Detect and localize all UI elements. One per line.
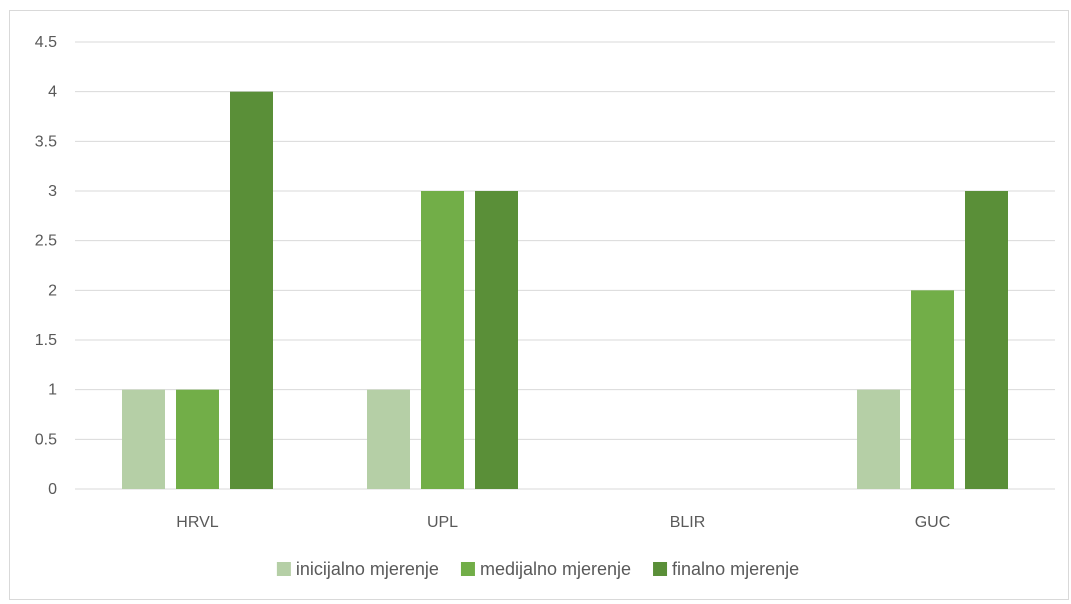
bar-upl-series-2 bbox=[421, 191, 464, 489]
y-tick-label: 3.5 bbox=[35, 133, 57, 150]
y-tick-label: 1.5 bbox=[35, 332, 57, 349]
x-tick-label: BLIR bbox=[670, 514, 706, 531]
y-tick-label: 2 bbox=[48, 282, 57, 299]
gridlines bbox=[75, 41, 1055, 490]
y-tick-label: 2.5 bbox=[35, 233, 57, 250]
y-axis-tick-labels: 0 0.5 1 1.5 2 2.5 3 3.5 4 4.5 bbox=[35, 34, 57, 498]
legend-swatch-series-3 bbox=[653, 562, 668, 576]
bar-guc-series-1 bbox=[857, 389, 900, 489]
legend-label-series-1: inicijalno mjerenje bbox=[296, 559, 439, 579]
legend-swatch-series-1 bbox=[276, 562, 291, 576]
legend-label-series-2: medijalno mjerenje bbox=[480, 559, 631, 579]
legend: inicijalno mjerenje medijalno mjerenje fin… bbox=[276, 559, 799, 579]
y-tick-label: 0 bbox=[48, 481, 57, 498]
bar-hrvl-series-1 bbox=[122, 389, 165, 489]
legend-label-series-3: finalno mjerenje bbox=[672, 559, 799, 579]
chart-frame bbox=[9, 10, 1069, 600]
legend-swatch-series-2 bbox=[460, 562, 475, 576]
y-tick-label: 1 bbox=[48, 382, 57, 399]
x-axis-tick-labels: HRVL UPL BLIR GUC bbox=[176, 514, 950, 531]
y-tick-label: 4.5 bbox=[35, 34, 57, 51]
bar-hrvl-series-3 bbox=[230, 91, 273, 490]
x-tick-label: UPL bbox=[427, 514, 458, 531]
bars bbox=[122, 91, 1008, 490]
x-tick-label: GUC bbox=[915, 514, 951, 531]
y-tick-label: 3 bbox=[48, 183, 57, 200]
y-tick-label: 4 bbox=[48, 84, 57, 101]
x-tick-label: HRVL bbox=[176, 514, 218, 531]
y-tick-label: 0.5 bbox=[35, 431, 57, 448]
bar-upl-series-3 bbox=[475, 191, 518, 489]
bar-hrvl-series-2 bbox=[176, 389, 219, 489]
bar-guc-series-3 bbox=[965, 191, 1008, 489]
bar-guc-series-2 bbox=[911, 290, 954, 489]
bar-upl-series-1 bbox=[367, 389, 410, 489]
